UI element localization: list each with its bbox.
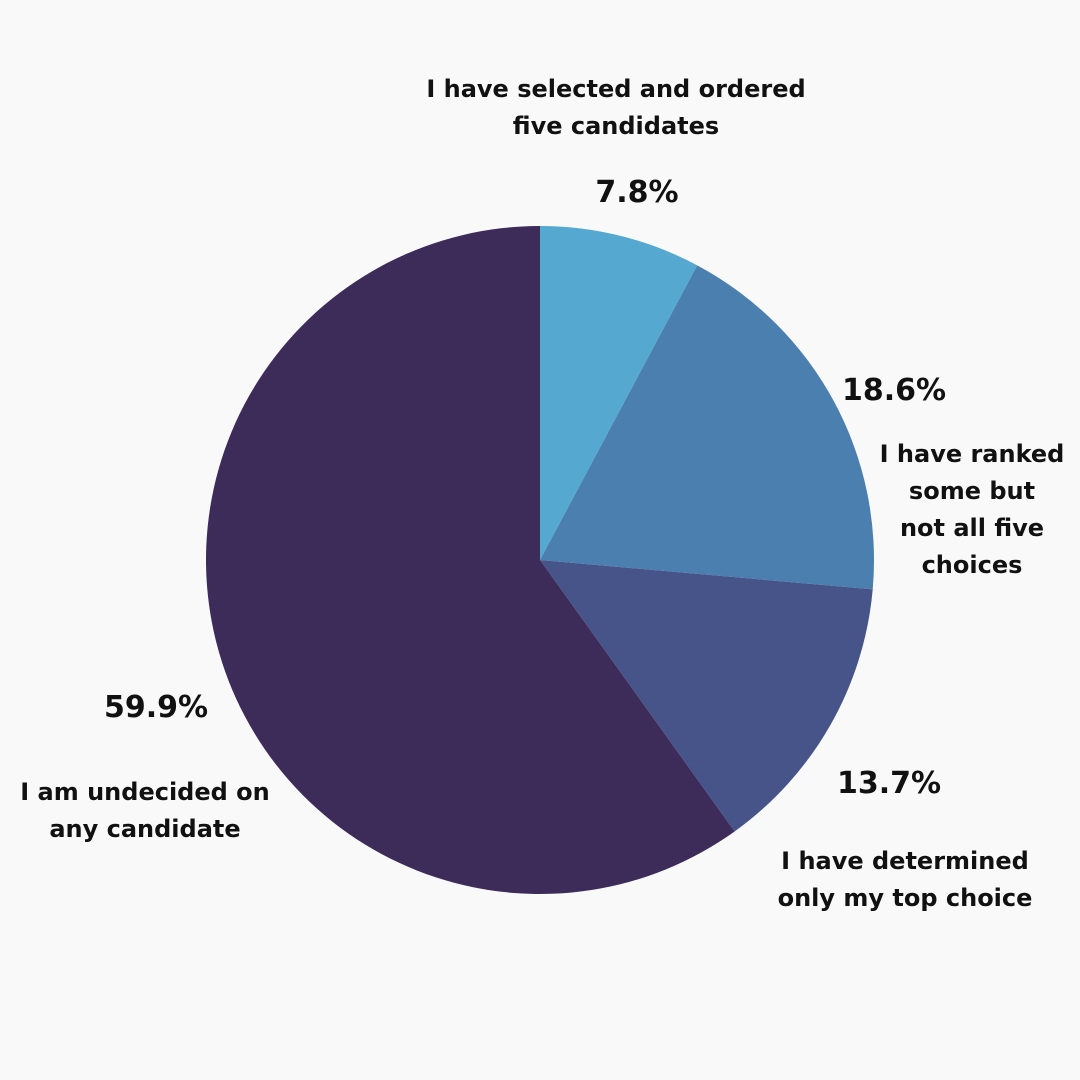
pie-slice-ranked-some bbox=[540, 265, 874, 590]
slice-label-line: only my top choice bbox=[777, 884, 1033, 912]
slice-label-line: I have ranked bbox=[879, 440, 1065, 468]
slice-value-undecided: 59.9% bbox=[103, 690, 209, 725]
pie-slice-top-choice bbox=[540, 560, 873, 832]
slice-label-line: not all five bbox=[899, 514, 1045, 542]
slice-label-line: some but bbox=[908, 477, 1036, 505]
slice-label-line: I am undecided on bbox=[20, 778, 270, 806]
slice-label-top-choice: I have determined only my top choice bbox=[755, 843, 1055, 917]
slice-label-line: choices bbox=[921, 551, 1023, 579]
slice-label-line: any candidate bbox=[49, 815, 241, 843]
slice-label-line: I have determined bbox=[781, 847, 1029, 875]
pie-slice-undecided bbox=[206, 226, 735, 894]
slice-value-selected-five: 7.8% bbox=[595, 175, 679, 210]
slice-label-ranked-some: I have ranked some but not all five choi… bbox=[862, 436, 1080, 584]
slice-label-line: I have selected and ordered bbox=[426, 75, 806, 103]
slice-value-top-choice: 13.7% bbox=[836, 766, 942, 801]
pie-slice-selected-five bbox=[540, 226, 698, 560]
slice-label-line: five candidates bbox=[512, 112, 720, 140]
slice-label-selected-five: I have selected and ordered five candida… bbox=[408, 71, 824, 145]
slice-label-undecided: I am undecided on any candidate bbox=[10, 774, 280, 848]
slice-value-ranked-some: 18.6% bbox=[841, 373, 947, 408]
